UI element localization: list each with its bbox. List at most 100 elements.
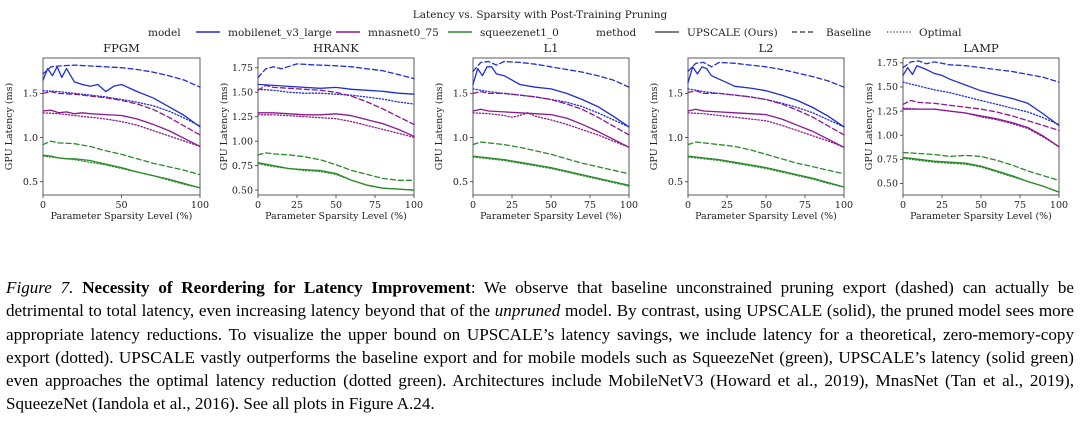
y-tick-label: 1.25 [232, 112, 253, 123]
y-tick-label: 1.5 [23, 89, 38, 100]
y-tick-label: 0.75 [877, 155, 898, 166]
y-tick-label: 1.0 [23, 133, 38, 144]
y-tick-label: 1.0 [668, 133, 683, 144]
series-mobilenet-dashed [257, 63, 415, 80]
series-mobilenet-dotted [42, 90, 201, 127]
x-axis-label: Parameter Sparsity Level (%) [51, 211, 193, 222]
series-mobilenet-solid [472, 66, 630, 128]
panel-title: L2 [759, 41, 774, 55]
y-tick-label: 1.5 [668, 89, 683, 100]
x-tick-label: 50 [975, 200, 987, 211]
panel-title: LAMP [963, 41, 999, 55]
series-squeezenet-dashed [902, 151, 1060, 182]
series-mobilenet-dashed [472, 60, 630, 88]
y-axis-label: GPU Latency (ms) [649, 83, 660, 170]
panel-title: HRANK [313, 41, 359, 55]
y-tick-label: 0.5 [453, 177, 468, 188]
y-tick-label: 1.00 [232, 136, 253, 147]
panel-hrank: HRANK 0 25 50 75 100 0.50 0.75 1.00 1.25 1.50 1.75 P… [219, 41, 423, 222]
x-tick-label: 100 [835, 200, 853, 211]
series-mnasnet-solid [472, 108, 630, 148]
panel-fpgm: FPGM 0 50 100 0.5 1.0 1.5 Parameter Sparsity Le… [4, 41, 209, 222]
x-tick-label: 50 [330, 200, 342, 211]
series-mnasnet-dotted [902, 107, 1060, 148]
y-tick-label: 1.75 [877, 58, 898, 69]
chart-panels: FPGM 0 50 100 0.5 1.0 1.5 Parameter Sparsity Le… [4, 41, 1068, 222]
series-mnasnet-solid [42, 109, 201, 148]
x-tick-label: 0 [685, 200, 691, 211]
legend-label-dotted: Optimal [919, 27, 962, 39]
y-axis-label: GPU Latency (ms) [4, 83, 15, 170]
y-tick-label: 0.50 [877, 179, 898, 190]
figure-suptitle: Latency vs. Sparsity with Post-Training … [413, 9, 668, 21]
x-tick-label: 100 [191, 200, 209, 211]
series-squeezenet-dashed [257, 152, 415, 181]
series-mobilenet-solid [257, 83, 415, 95]
series-squeezenet-dotted [42, 155, 201, 189]
series-mnasnet-solid [257, 112, 415, 137]
series-mobilenet-dashed [42, 64, 201, 88]
panel-title: L1 [544, 41, 559, 55]
series-mobilenet-dashed [687, 61, 845, 88]
series-squeezenet-solid [257, 162, 415, 191]
legend-label-dashed: Baseline [826, 27, 871, 39]
series-squeezenet-dashed [687, 141, 845, 175]
x-axis-label: Parameter Sparsity Level (%) [265, 211, 407, 222]
series-squeezenet-solid [687, 155, 845, 188]
series-mnasnet-dashed [902, 99, 1060, 132]
legend-label-squeezenet: squeezenet1_0 [480, 27, 559, 39]
y-axis-label: GPU Latency (ms) [434, 83, 445, 170]
caption-label: Figure 7. [6, 278, 74, 297]
series-mobilenet-dotted [257, 88, 415, 105]
x-axis-label: Parameter Sparsity Level (%) [480, 211, 622, 222]
y-tick-label: 1.75 [232, 63, 253, 74]
legend-method-header: method [596, 27, 636, 39]
series-mnasnet-dotted [257, 114, 415, 138]
panel-l2: L2 0 25 50 75 100 0.5 1.0 1.5 Parameter Sparsity … [649, 41, 853, 222]
x-tick-label: 75 [584, 200, 596, 211]
legend-label-mobilenet: mobilenet_v3_large [228, 27, 332, 39]
caption-emphasis: unpruned [494, 301, 561, 321]
x-tick-label: 100 [405, 200, 423, 211]
series-mobilenet-dashed [902, 60, 1060, 83]
y-tick-label: 1.25 [877, 106, 898, 117]
y-tick-label: 1.5 [453, 89, 468, 100]
x-tick-label: 0 [255, 200, 261, 211]
series-squeezenet-dashed [472, 141, 630, 175]
series-mobilenet-solid [687, 66, 845, 128]
y-tick-label: 1.50 [877, 82, 898, 93]
y-tick-label: 0.5 [23, 177, 38, 188]
series-mnasnet-dotted [687, 112, 845, 148]
y-axis-label: GPU Latency (ms) [219, 83, 230, 170]
plot-frame [902, 57, 1060, 196]
series-mnasnet-dotted [42, 112, 201, 148]
series-squeezenet-solid [472, 155, 630, 186]
x-tick-label: 100 [1050, 200, 1068, 211]
legend-model-header: model [148, 27, 181, 39]
series-mnasnet-dashed [687, 90, 845, 136]
series-squeezenet-solid [902, 156, 1060, 193]
series-squeezenet-dotted [472, 156, 630, 187]
y-tick-label: 1.50 [232, 88, 253, 99]
x-tick-label: 50 [760, 200, 772, 211]
x-axis-label: Parameter Sparsity Level (%) [695, 211, 837, 222]
figure-caption: Figure 7. Necessity of Reordering for La… [6, 276, 1074, 416]
x-axis-label: Parameter Sparsity Level (%) [910, 211, 1052, 222]
x-tick-label: 75 [799, 200, 811, 211]
series-mnasnet-dashed [42, 90, 201, 136]
y-axis-label: GPU Latency (ms) [864, 83, 875, 170]
series-squeezenet-dashed [42, 140, 201, 176]
x-tick-label: 0 [40, 200, 46, 211]
x-tick-label: 25 [936, 200, 948, 211]
y-tick-label: 0.50 [232, 185, 253, 196]
x-tick-label: 50 [115, 200, 127, 211]
panel-l1: L1 0 25 50 75 100 0.5 1.0 1.5 Parameter Sparsity … [434, 41, 638, 222]
x-tick-label: 100 [620, 200, 638, 211]
y-tick-label: 1.0 [453, 133, 468, 144]
series-squeezenet-dotted [902, 157, 1060, 193]
x-tick-label: 25 [291, 200, 303, 211]
panel-lamp: LAMP 0 25 50 75 100 0.50 0.75 1.00 1.25 1.50 1.75 Pa… [864, 41, 1068, 222]
y-tick-label: 0.75 [232, 161, 253, 172]
x-tick-label: 0 [900, 200, 906, 211]
series-mnasnet-dashed [472, 90, 630, 136]
